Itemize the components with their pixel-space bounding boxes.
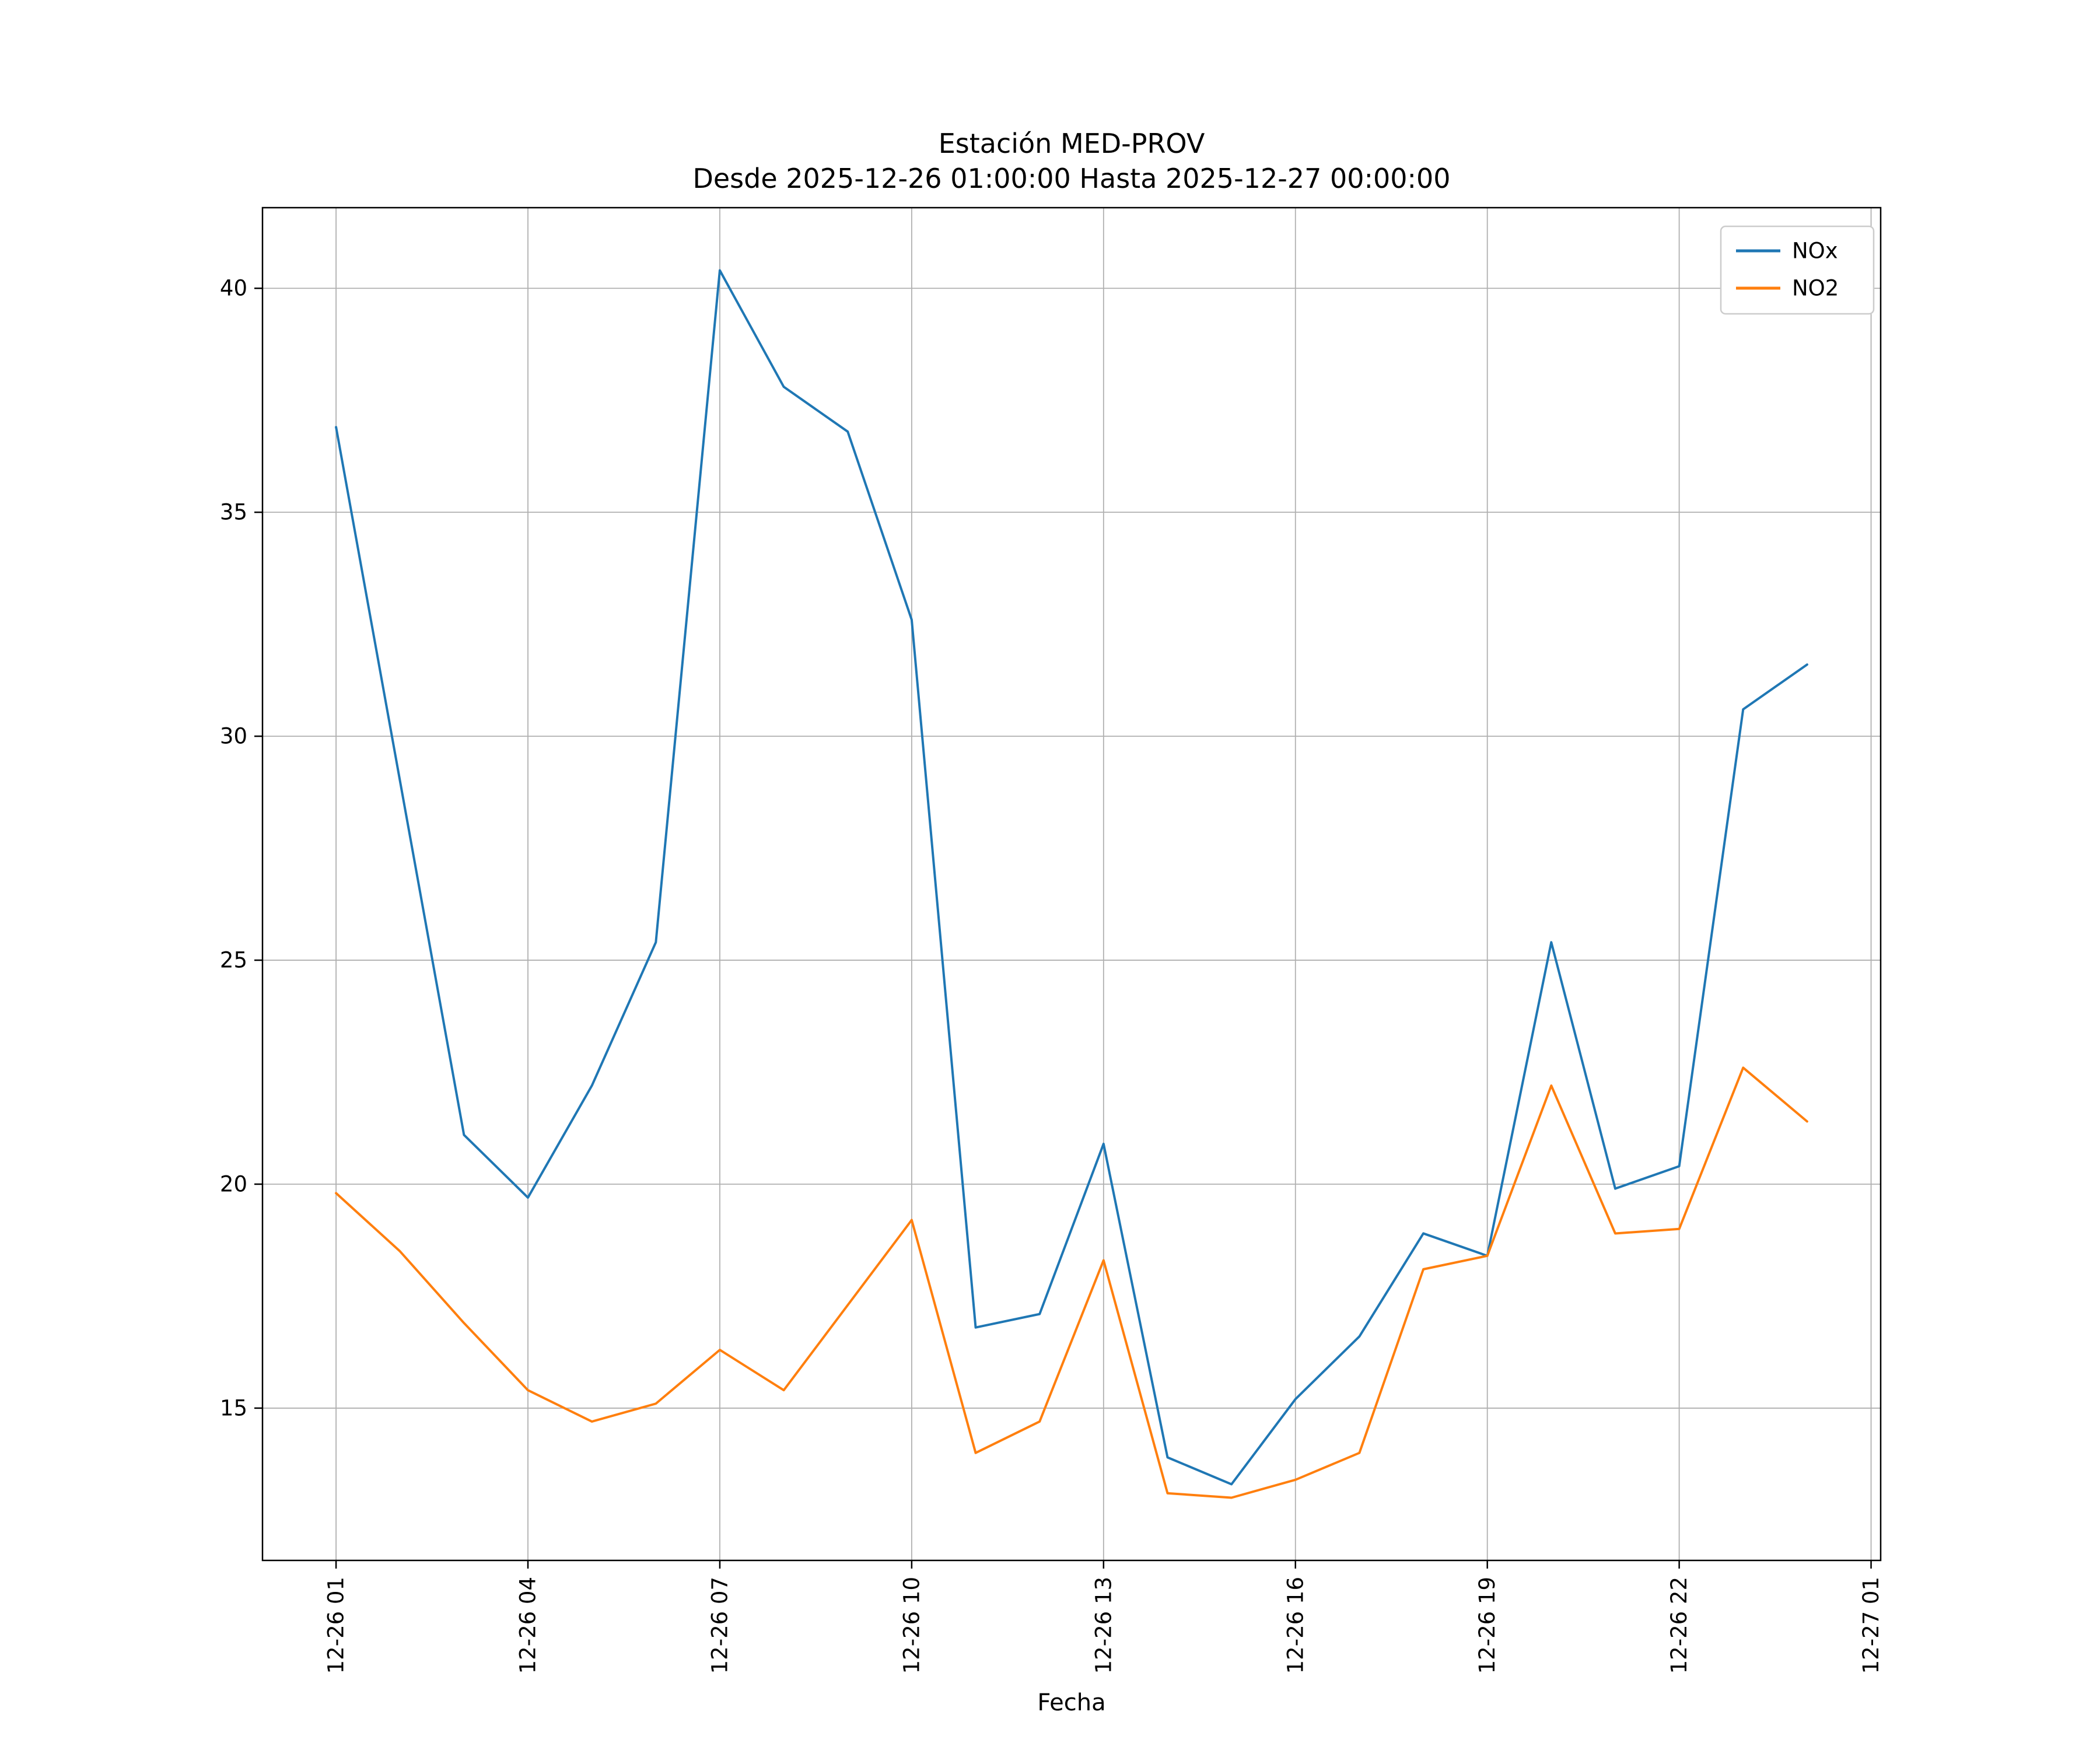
x-tick-label: 12-27 01: [1859, 1577, 1884, 1674]
chart-title: Estación MED-PROV: [939, 128, 1205, 159]
x-tick-label: 12-26 07: [707, 1577, 732, 1674]
x-tick-label: 12-26 19: [1475, 1577, 1500, 1674]
x-tick-label: 12-26 22: [1667, 1577, 1692, 1674]
tick-layer: 12-26 01 12-26 04 12-26 07 12-26 10 12-26 13…: [220, 276, 1884, 1674]
legend-frame: [1720, 225, 1875, 315]
legend-label-nox: NOx: [1792, 239, 1838, 264]
series-line-nox: [335, 269, 1808, 1486]
chart-subtitle: Desde 2025-12-26 01:00:00 Hasta 2025-12-…: [692, 163, 1450, 194]
plot-border: [261, 206, 1882, 1562]
axes-layer: [261, 206, 1882, 1562]
x-tick-label: 12-26 13: [1091, 1577, 1116, 1674]
y-tick-label: 20: [220, 1171, 247, 1196]
y-tick-label: 40: [220, 276, 247, 301]
legend-label-no2: NO2: [1792, 276, 1839, 301]
x-axis-label: Fecha: [1037, 1689, 1105, 1716]
x-tick-label: 12-26 04: [516, 1577, 541, 1674]
x-tick-label: 12-26 10: [899, 1577, 924, 1674]
y-tick-label: 15: [220, 1395, 247, 1420]
legend: NOx NO2: [1720, 225, 1875, 315]
y-tick-label: 35: [220, 500, 247, 525]
grid-layer: [262, 208, 1881, 1560]
x-tick-label: 12-26 01: [324, 1577, 349, 1674]
series-line-no2: [335, 1066, 1808, 1499]
y-tick-label: 25: [220, 948, 247, 973]
x-tick-label: 12-26 16: [1283, 1577, 1308, 1674]
y-tick-label: 30: [220, 724, 247, 749]
series-layer: [335, 269, 1808, 1499]
